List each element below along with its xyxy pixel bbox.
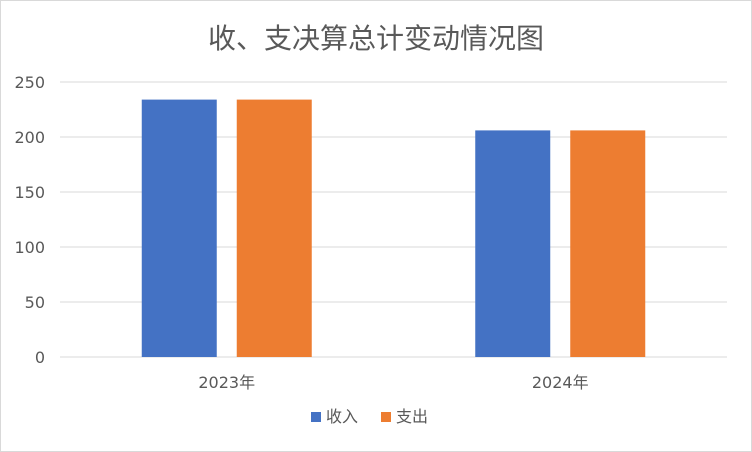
chart-title: 收、支决算总计变动情况图 [208, 22, 544, 55]
legend-swatch [381, 412, 391, 422]
y-tick-label: 250 [14, 73, 45, 92]
legend-label: 收入 [326, 407, 358, 426]
bar-收入-2023年 [141, 99, 217, 357]
category-label: 2024年 [532, 373, 589, 392]
legend-item-收入: 收入 [311, 407, 358, 426]
y-tick-label: 150 [14, 183, 45, 202]
y-tick-label: 50 [25, 293, 45, 312]
y-tick-label: 100 [14, 238, 45, 257]
bar-支出-2023年 [236, 99, 312, 357]
bars [141, 99, 646, 357]
bar-支出-2024年 [570, 130, 646, 357]
bar-收入-2024年 [475, 130, 551, 357]
legend-item-支出: 支出 [381, 407, 428, 426]
y-tick-label: 200 [14, 128, 45, 147]
category-label: 2023年 [198, 373, 255, 392]
legend-label: 支出 [396, 407, 428, 426]
legend-swatch [311, 412, 321, 422]
y-axis-ticks: 0 50 100 150 200 250 [14, 73, 45, 367]
legend: 收入 支出 [311, 407, 428, 426]
x-axis-categories: 2023年 2024年 [198, 373, 588, 392]
y-tick-label: 0 [35, 348, 45, 367]
